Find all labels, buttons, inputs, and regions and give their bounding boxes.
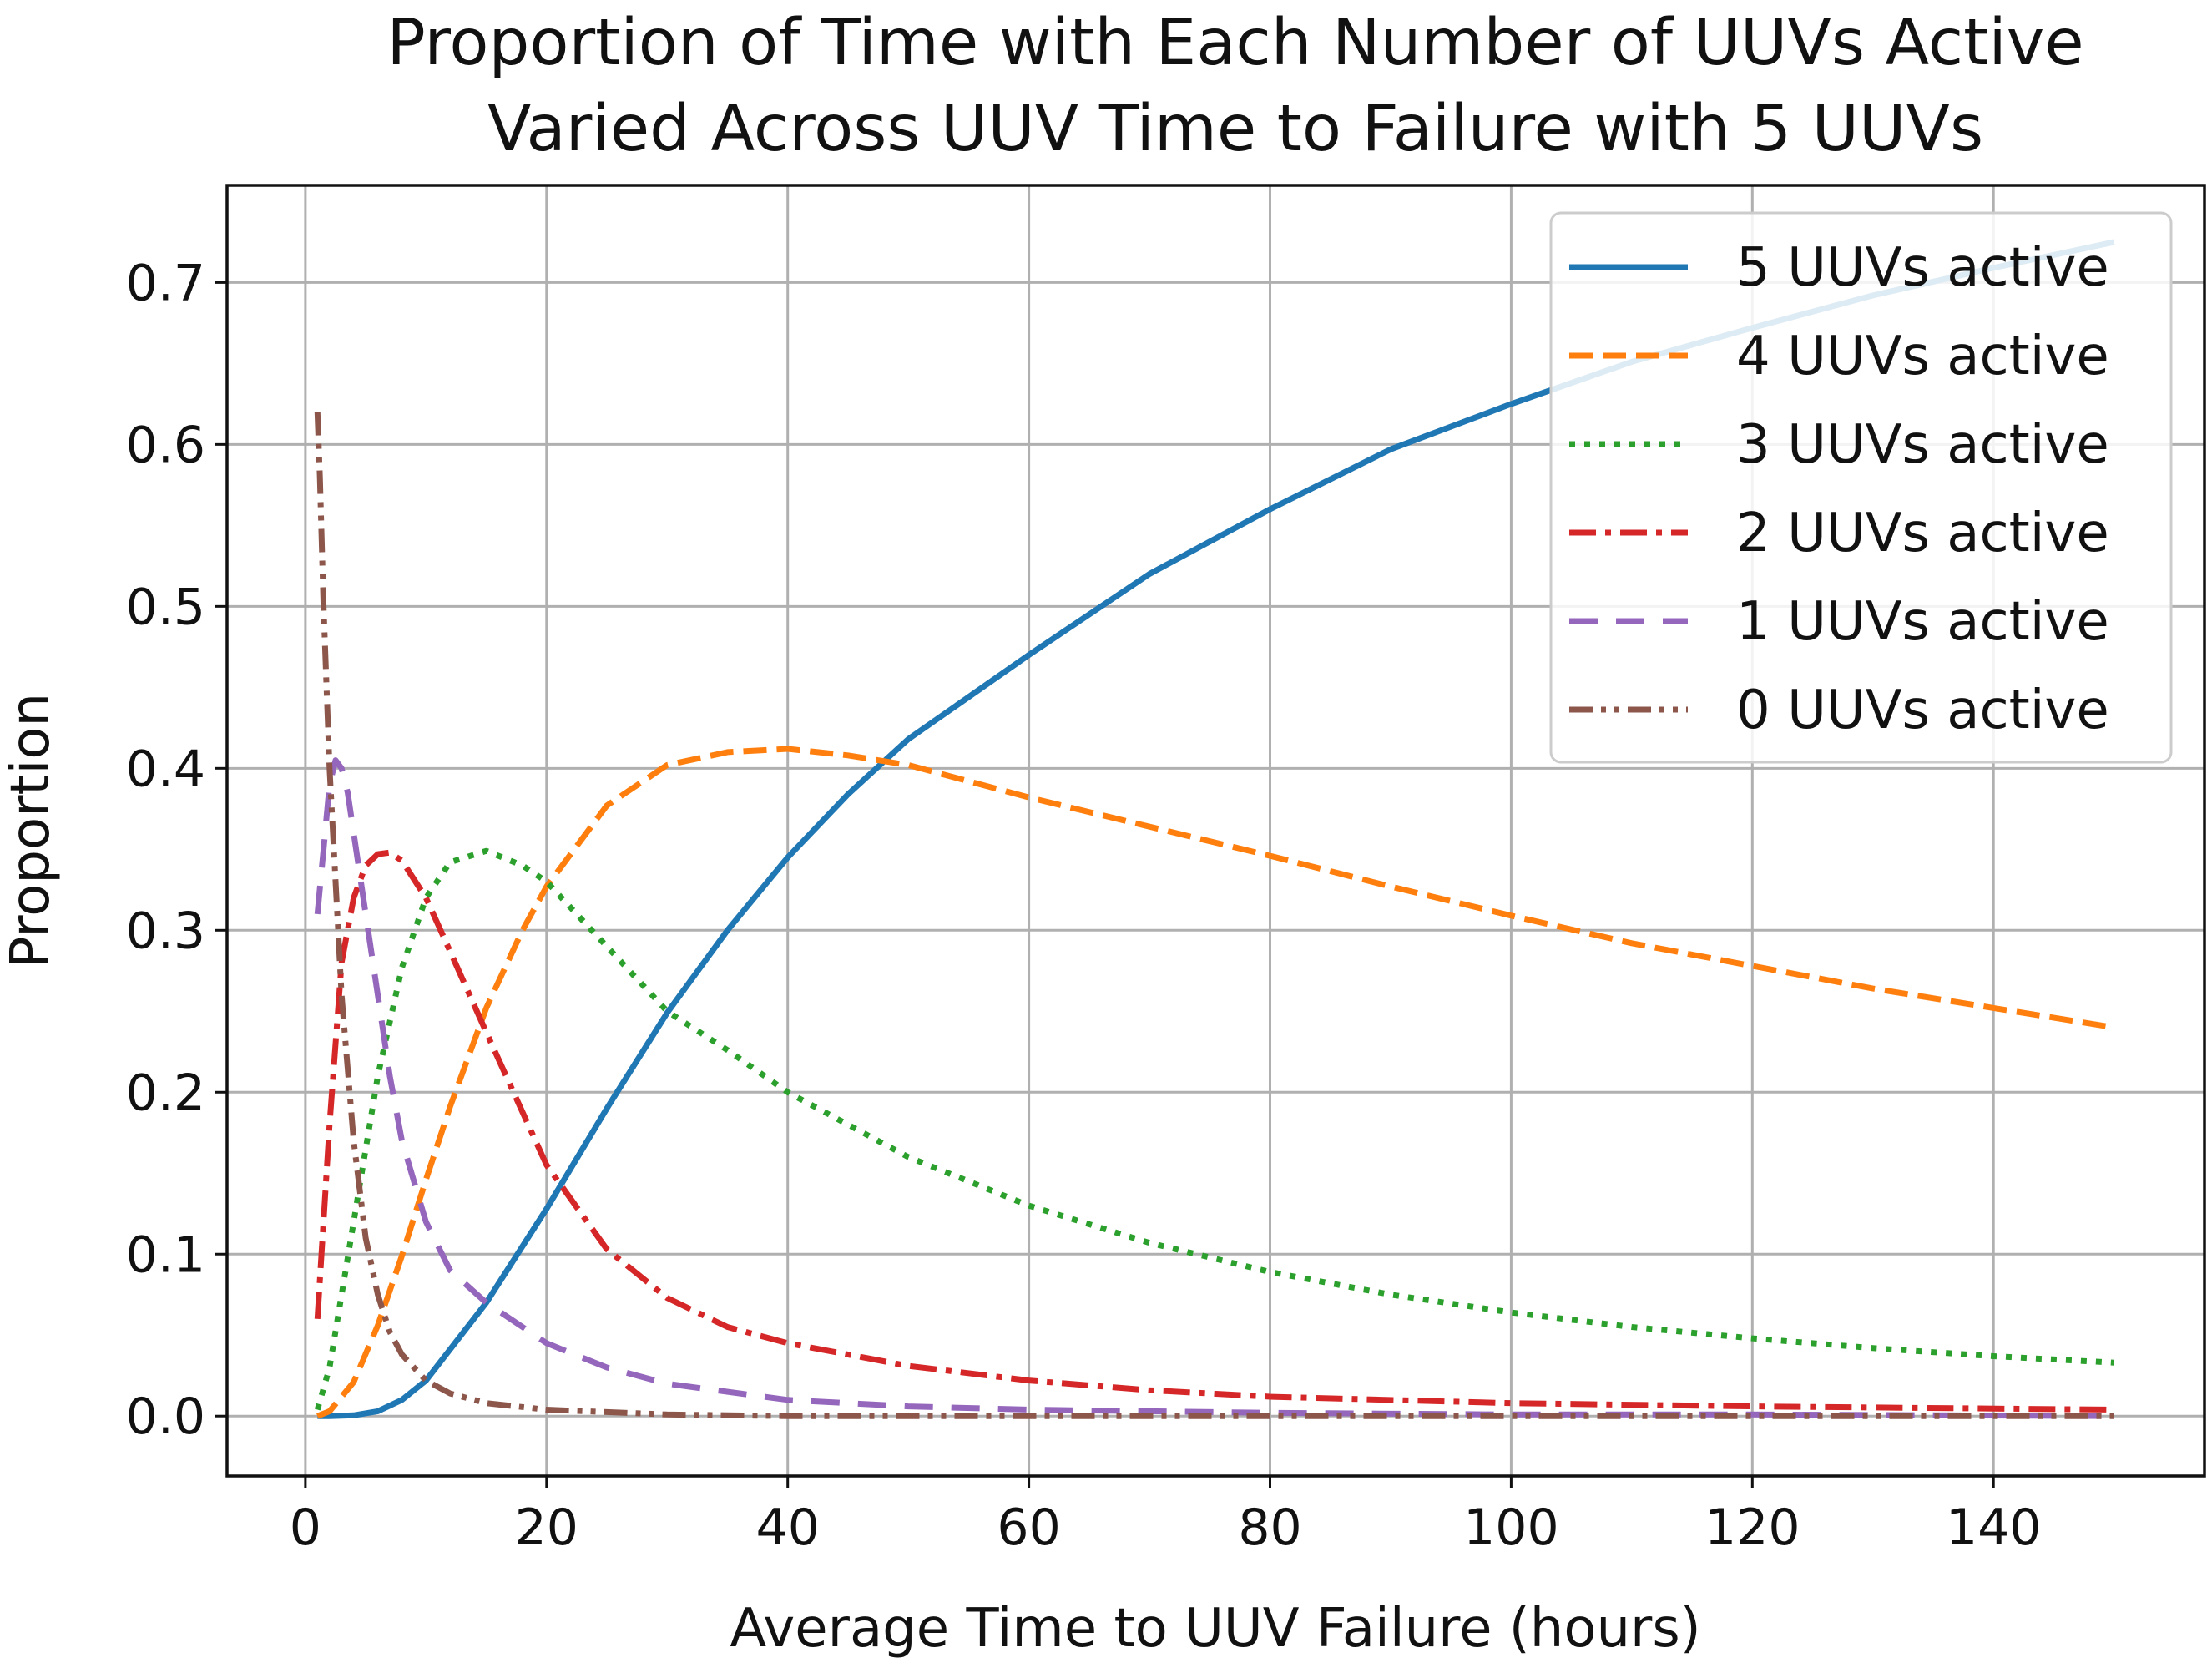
series-lines [314, 239, 2115, 1419]
x-tick-label: 100 [1463, 1499, 1559, 1557]
series-line-3-uuvs [314, 847, 2114, 1411]
y-tick-label: 0.2 [126, 1064, 205, 1122]
y-tick-label: 0.5 [126, 578, 205, 636]
y-tick-label: 0.4 [126, 740, 205, 798]
series-line-1-uuvs [314, 757, 2114, 1419]
legend-label: 2 UUVs active [1736, 503, 2109, 564]
series-line-4-uuvs [316, 746, 2115, 1419]
y-tick-label: 0.3 [126, 902, 205, 960]
y-tick-label: 0.0 [126, 1388, 205, 1446]
x-axis-label: Average Time to UUV Failure (hours) [730, 1598, 1700, 1658]
legend-label: 3 UUVs active [1736, 414, 2109, 476]
legend-label: 4 UUVs active [1736, 326, 2109, 387]
chart-title-line-1: Proportion of Time with Each Number of U… [386, 6, 2083, 80]
x-tick-label: 60 [997, 1499, 1060, 1557]
x-tick-label: 20 [515, 1499, 578, 1557]
x-tick-label: 140 [1946, 1499, 2042, 1557]
series-line-2-uuvs [314, 849, 2114, 1413]
plot-frame [225, 184, 2206, 1478]
y-tick-label: 0.1 [126, 1226, 205, 1284]
axis-ticks: 0 20 40 60 80 100 120 140 0.0 0.1 0.2 0.3 0.4 0.5 0.6 0… [126, 254, 2042, 1557]
x-tick-label: 80 [1238, 1499, 1301, 1557]
legend: 5 UUVs active 4 UUVs active 3 UUVs active 2… [1549, 211, 2173, 764]
y-axis-label: Proportion [0, 693, 62, 968]
y-tick-label: 0.7 [126, 254, 205, 312]
legend-label: 1 UUVs active [1736, 591, 2109, 653]
x-tick-label: 0 [290, 1499, 321, 1557]
series-line-0-uuvs [314, 412, 2114, 1419]
chart-title-line-2: Varied Across UUV Time to Failure with 5… [487, 92, 1983, 166]
y-tick-label: 0.6 [126, 416, 205, 474]
x-tick-label: 40 [756, 1499, 820, 1557]
legend-label: 5 UUVs active [1736, 237, 2109, 299]
legend-label: 0 UUVs active [1736, 680, 2109, 741]
legend-box [1549, 211, 2173, 764]
x-tick-label: 120 [1704, 1499, 1800, 1557]
legend-entries: 5 UUVs active 4 UUVs active 3 UUVs active 2… [1569, 237, 2109, 741]
